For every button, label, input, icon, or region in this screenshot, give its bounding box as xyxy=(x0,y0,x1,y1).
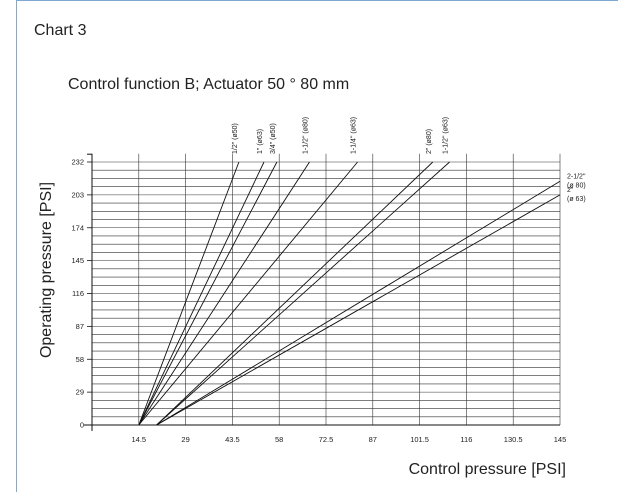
series-line xyxy=(156,161,434,426)
y-tick-label: 87 xyxy=(76,322,84,331)
series-labels: 1/2" (ø50) 1" (ø63) 3/4" (ø50) 1-1/2" (ø80)… xyxy=(232,117,586,203)
series-line xyxy=(138,161,310,426)
series-line xyxy=(138,161,265,426)
x-tick-label: 145 xyxy=(554,435,567,444)
chart-title: Control function B; Actuator 50 ° 80 mm xyxy=(68,76,350,93)
series-line xyxy=(138,161,278,426)
series-label: 2" (ø 63) xyxy=(567,187,586,203)
series-line xyxy=(156,180,561,426)
chart-number: Chart 3 xyxy=(34,22,87,39)
y-tick-label: 232 xyxy=(71,158,84,167)
series-line xyxy=(138,161,358,426)
series-line xyxy=(138,161,240,426)
x-tick-label: 43.5 xyxy=(225,435,240,444)
y-axis-label: Operating pressure [PSI] xyxy=(38,182,55,358)
x-tick-label: 72.5 xyxy=(319,435,334,444)
series-label: 1-1/4" (ø63) xyxy=(351,117,358,154)
y-tick-label: 203 xyxy=(71,190,84,199)
y-tick-label: 0 xyxy=(80,421,84,430)
series-label: 1-1/2" (ø63) xyxy=(443,117,450,154)
series-label: 3/4" (ø50) xyxy=(270,123,277,154)
x-tick-label: 29 xyxy=(181,435,189,444)
x-tick-label: 101.5 xyxy=(410,435,429,444)
series-line xyxy=(156,161,450,426)
y-tick-label: 58 xyxy=(76,355,84,364)
series-label: 2" (ø80) xyxy=(426,129,433,154)
series-lines xyxy=(138,161,561,426)
x-tick-label: 130.5 xyxy=(504,435,523,444)
y-tick-label: 29 xyxy=(76,388,84,397)
grid xyxy=(92,153,561,425)
x-tick-labels: 14.5 29 43.5 58 72.5 87 101.5 116 130.5 145 xyxy=(131,435,566,444)
series-line xyxy=(156,194,561,426)
axes xyxy=(84,153,560,431)
series-label: 1/2" (ø50) xyxy=(232,123,239,154)
y-tick-label: 174 xyxy=(71,223,84,232)
series-label: 2-1/2" (ø 80) xyxy=(567,173,586,189)
x-tick-label: 58 xyxy=(275,435,283,444)
y-tick-label: 116 xyxy=(72,289,84,298)
y-tick-label: 145 xyxy=(71,256,84,265)
x-tick-label: 14.5 xyxy=(131,435,146,444)
x-axis-label: Control pressure [PSI] xyxy=(409,461,566,478)
y-tick-labels: 0 29 58 87 116 145 174 203 232 xyxy=(71,158,84,430)
chart-frame xyxy=(16,0,618,492)
series-label: 1-1/2" (ø80) xyxy=(303,117,310,154)
series-label: 1" (ø63) xyxy=(257,129,264,154)
x-tick-label: 116 xyxy=(460,435,472,444)
x-tick-label: 87 xyxy=(369,435,377,444)
